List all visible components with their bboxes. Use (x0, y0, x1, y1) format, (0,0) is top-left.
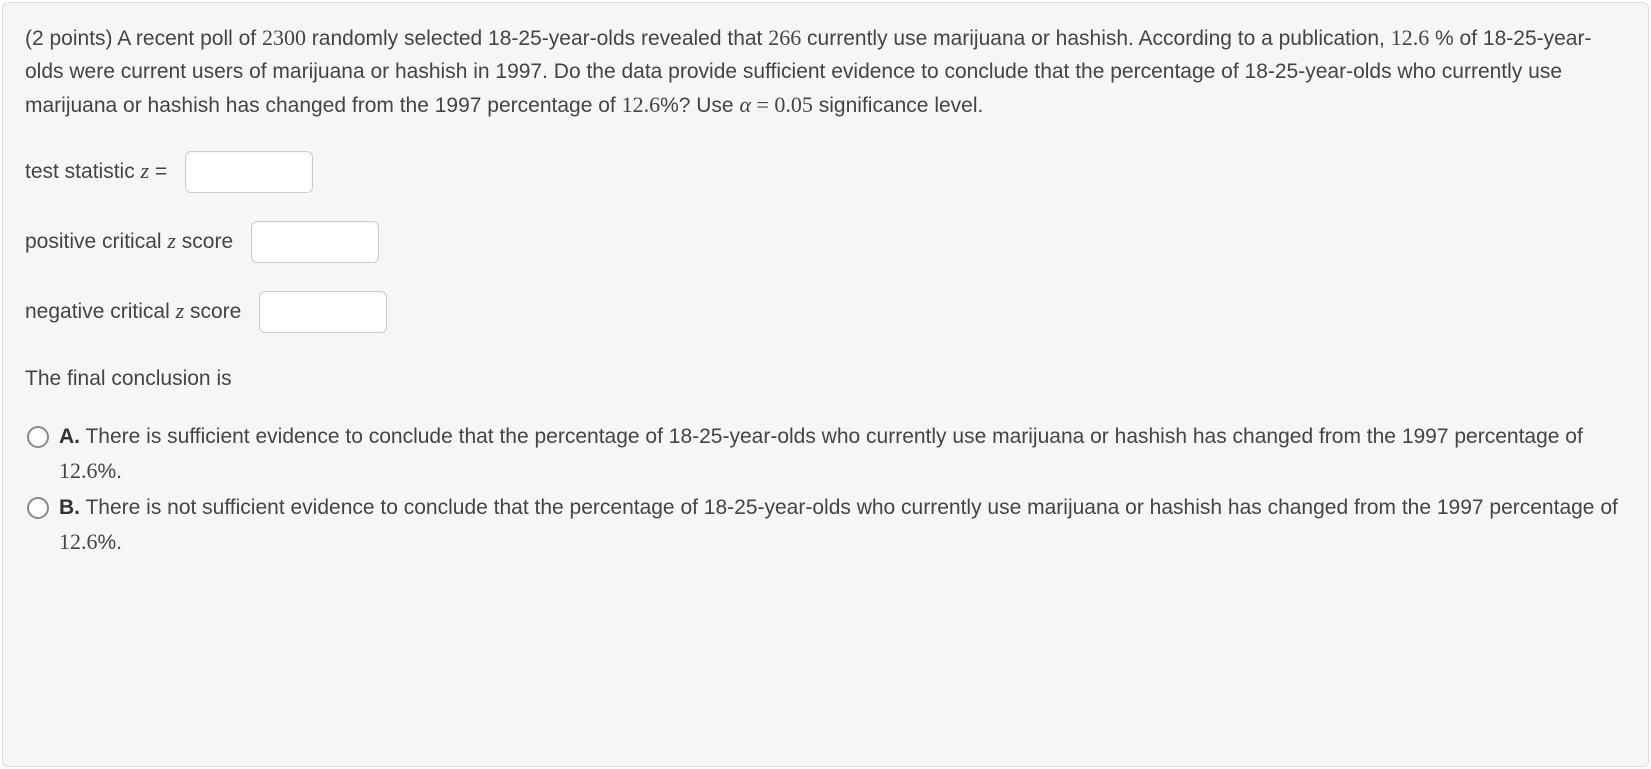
row-positive-critical: positive critical z score (25, 221, 1626, 263)
option-b-text: B. There is not sufficient evidence to c… (59, 492, 1626, 559)
option-a-pct: 12.6 (59, 458, 98, 483)
q-alpha-val: 0.05 (774, 92, 813, 117)
input-positive-critical[interactable] (251, 221, 379, 263)
option-a-row: A. There is sufficient evidence to concl… (25, 421, 1626, 488)
option-b-row: B. There is not sufficient evidence to c… (25, 492, 1626, 559)
q-seg2: currently use marijuana or hashish. Acco… (801, 27, 1391, 50)
row-negative-critical: negative critical z score (25, 291, 1626, 333)
option-a-pre: There is sufficient evidence to conclude… (80, 425, 1583, 448)
q-pct-1997b: 12.6 (622, 92, 661, 117)
option-a-post: %. (98, 460, 123, 483)
q-seg1: randomly selected 18-25-year-olds reveal… (306, 27, 768, 50)
label-test-statistic: test statistic z = (25, 154, 167, 189)
label-positive-critical: positive critical z score (25, 224, 233, 259)
option-b-pre: There is not sufficient evidence to conc… (80, 496, 1618, 519)
label-pos-z: z (167, 228, 176, 253)
input-test-statistic[interactable] (185, 151, 313, 193)
label-test-stat-pre: test statistic (25, 160, 141, 183)
label-neg-post: score (184, 300, 241, 323)
input-negative-critical[interactable] (259, 291, 387, 333)
label-negative-critical: negative critical z score (25, 294, 241, 329)
q-pct-1997: 12.6 (1391, 25, 1430, 50)
radio-option-a[interactable] (27, 426, 49, 448)
q-alpha-sym: α (739, 92, 751, 117)
q-seg5: significance level. (813, 94, 983, 117)
option-b-key: B. (59, 496, 80, 519)
label-test-stat-z: z (141, 158, 150, 183)
radio-option-b[interactable] (27, 497, 49, 519)
q-seg4: %? Use (660, 94, 739, 117)
question-text: (2 points) A recent poll of 2300 randoml… (25, 21, 1626, 123)
q-num-sample: 2300 (262, 25, 306, 50)
label-neg-z: z (176, 298, 185, 323)
q-seg-points: (2 points) A recent poll of (25, 27, 262, 50)
conclusion-label: The final conclusion is (25, 363, 1626, 396)
label-neg-pre: negative critical (25, 300, 176, 323)
option-a-text: A. There is sufficient evidence to concl… (59, 421, 1626, 488)
row-test-statistic: test statistic z = (25, 151, 1626, 193)
option-a-key: A. (59, 425, 80, 448)
question-panel: (2 points) A recent poll of 2300 randoml… (2, 2, 1649, 767)
label-test-stat-post: = (149, 160, 167, 183)
label-pos-post: score (176, 230, 233, 253)
q-eq: = (751, 92, 774, 117)
label-pos-pre: positive critical (25, 230, 167, 253)
q-num-users: 266 (768, 25, 801, 50)
option-b-post: %. (98, 531, 123, 554)
option-b-pct: 12.6 (59, 529, 98, 554)
